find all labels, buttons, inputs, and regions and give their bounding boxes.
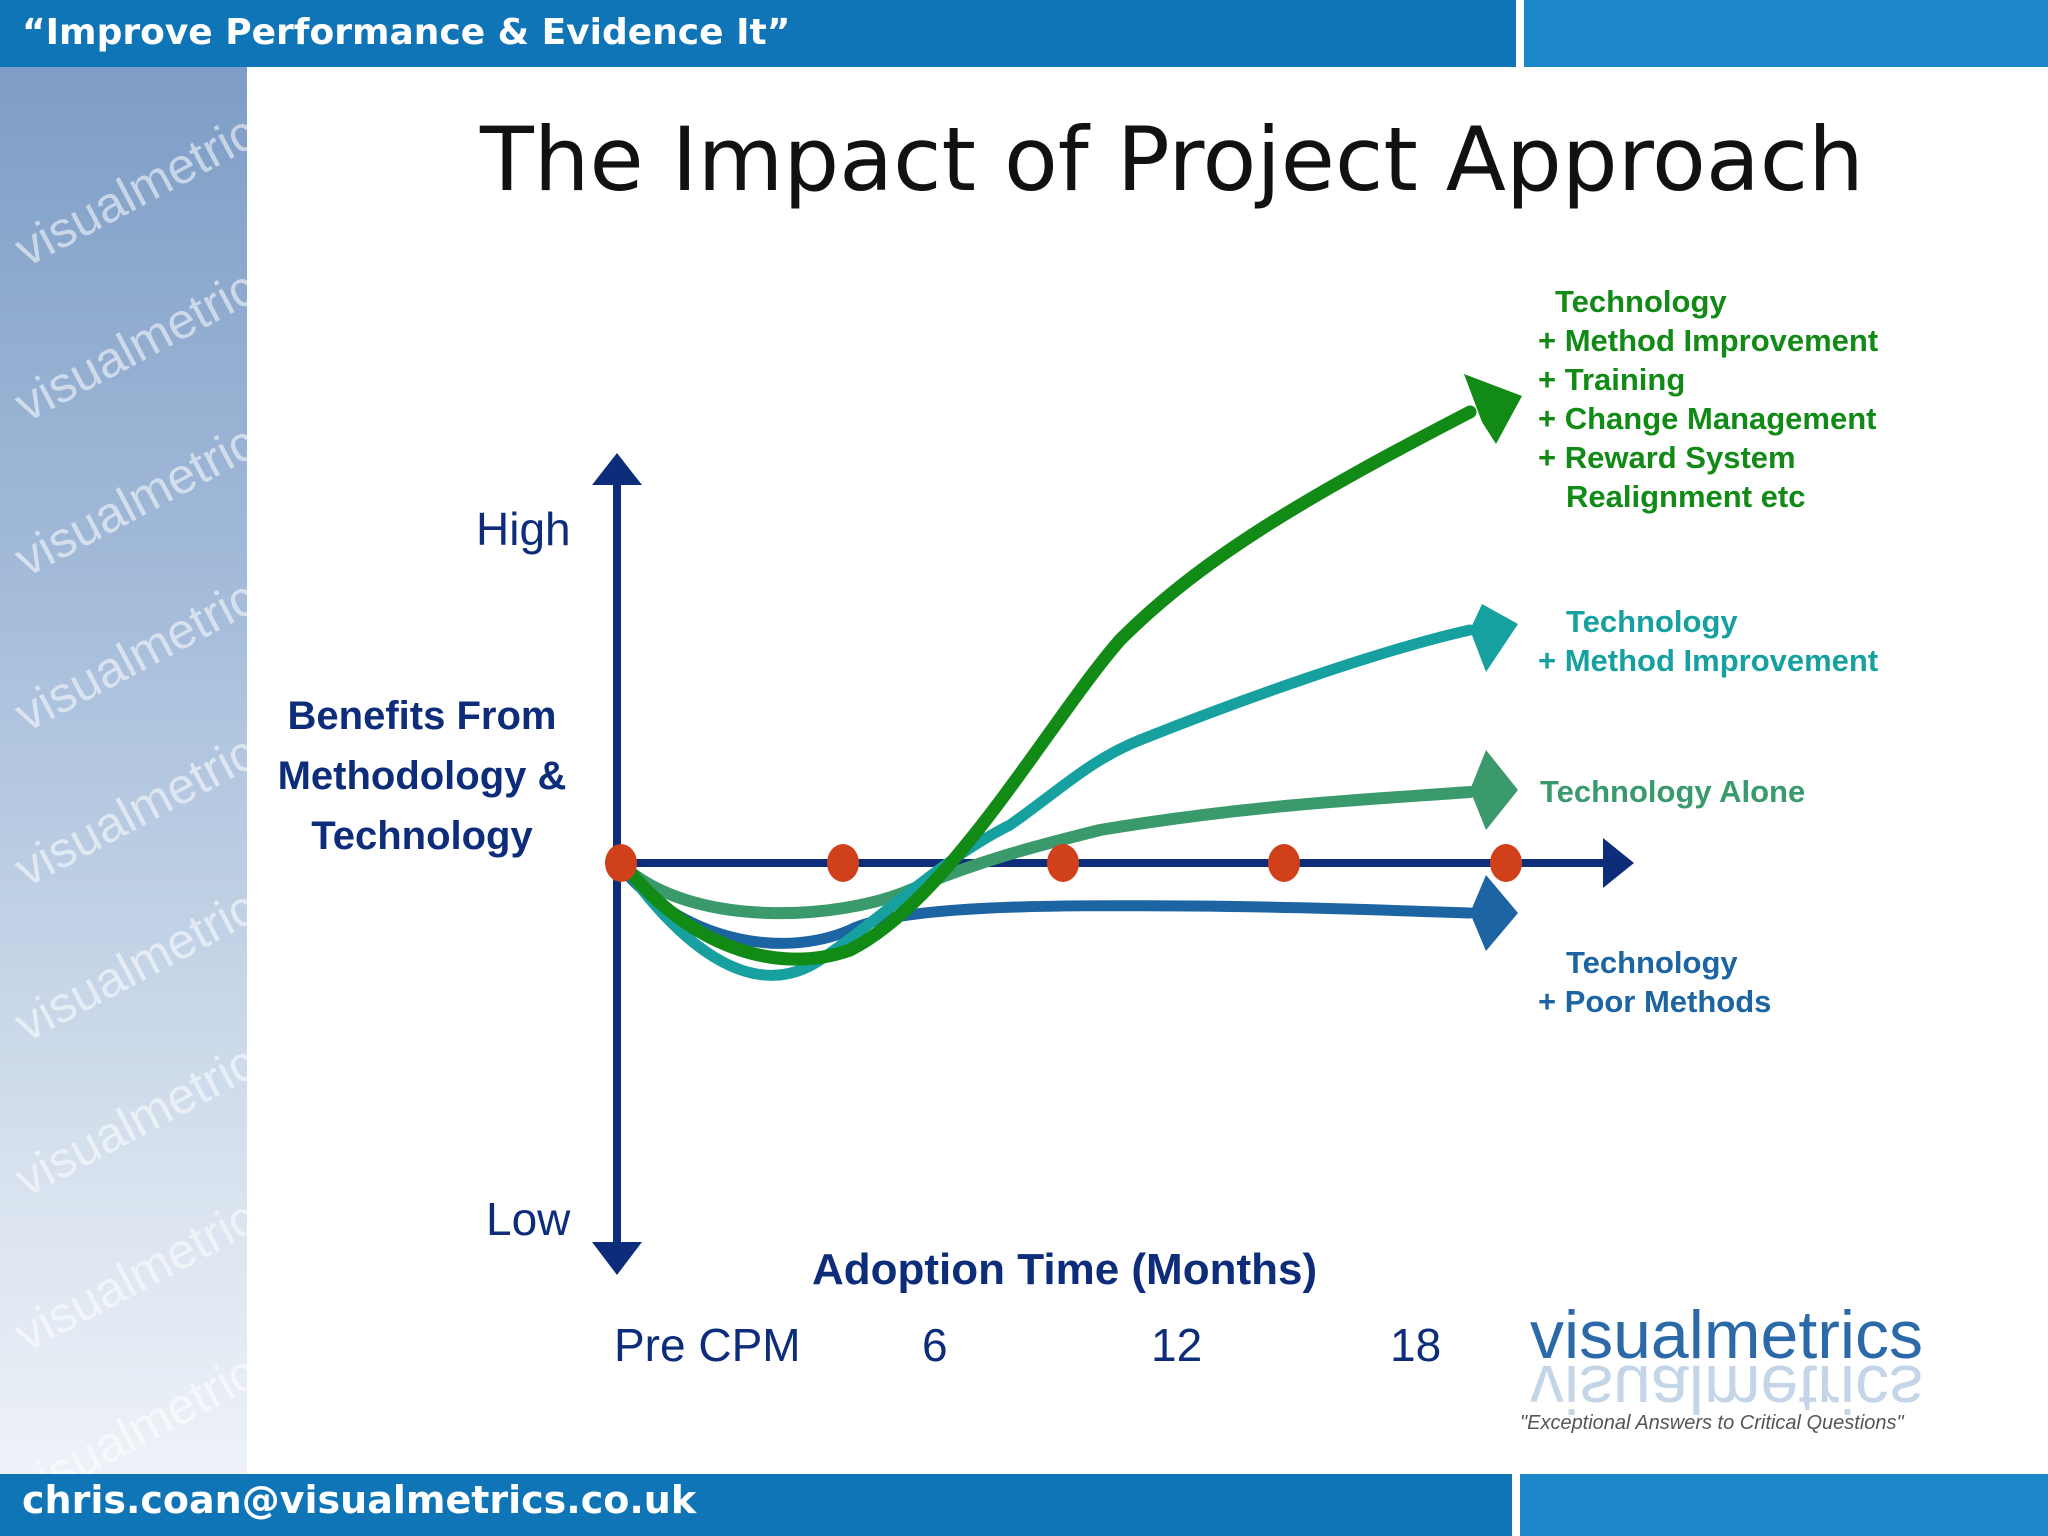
legend-technology-method-improvement: Technology + Method Improvement <box>1538 602 1878 680</box>
time-marker <box>827 844 859 882</box>
legend-line: + Method Improvement <box>1538 323 1879 358</box>
y-axis-arrow-down <box>592 1242 642 1275</box>
legend-line: + Change Management <box>1538 401 1877 436</box>
sidebar-watermark-panel: visualmetrics visualmetrics visualmetric… <box>0 67 247 1474</box>
curve-technology-alone <box>614 786 1476 920</box>
arrowhead-technology-alone <box>1470 750 1518 830</box>
arrowhead-technology-full-programme <box>1464 374 1522 444</box>
curve-technology-method-improvement <box>614 624 1476 981</box>
legend-technology-alone: Technology Alone <box>1540 772 1805 811</box>
curve-technology-poor-methods <box>614 860 1476 949</box>
y-axis-title: Benefits From Methodology & Technology <box>252 686 592 866</box>
x-tick-label: 12 <box>1151 1319 1203 1371</box>
y-axis-title-line: Methodology & <box>277 754 567 798</box>
x-axis-title: Adoption Time (Months) <box>812 1245 1318 1294</box>
legend-technology-full-programme: Technology + Method Improvement + Traini… <box>1538 282 1878 516</box>
y-axis-title-line: Technology <box>311 814 533 858</box>
time-marker <box>1268 844 1300 882</box>
x-tick-label: Pre CPM <box>614 1319 801 1371</box>
x-tick-label: 6 <box>922 1319 948 1371</box>
time-marker <box>1490 844 1522 882</box>
legend-technology-poor-methods: Technology + Poor Methods <box>1538 943 1771 1021</box>
y-axis-arrow-up <box>592 453 642 485</box>
legend-line: Realignment etc <box>1566 479 1806 514</box>
header-tagline: “Improve Performance & Evidence It” <box>22 12 791 53</box>
logo-tagline: "Exceptional Answers to Critical Questio… <box>1520 1412 1904 1434</box>
arrowhead-technology-poor-methods <box>1470 875 1518 951</box>
x-tick-label: 18 <box>1390 1319 1442 1371</box>
footer-bar-accent <box>1520 1474 2048 1536</box>
header-bar-accent <box>1524 0 2048 67</box>
visualmetrics-logo: visualmetrics visualmetrics "Exceptional… <box>1512 1296 1998 1446</box>
curve-technology-full-programme <box>613 405 1477 966</box>
x-axis-arrow <box>1603 838 1634 888</box>
time-marker <box>1047 844 1079 882</box>
y-axis-title-line: Benefits From <box>287 694 557 738</box>
footer-email: chris.coan@visualmetrics.co.uk <box>22 1478 697 1522</box>
header-bar <box>0 0 1516 67</box>
legend-line: Technology <box>1566 604 1738 639</box>
legend-line: + Method Improvement <box>1538 643 1879 678</box>
legend-line: + Training <box>1538 362 1686 397</box>
legend-line: + Poor Methods <box>1538 984 1772 1019</box>
legend-line: + Reward System <box>1538 440 1796 475</box>
y-axis-high-label: High <box>476 503 571 555</box>
legend-line: Technology <box>1555 284 1727 319</box>
logo-wordmark: visualmetrics <box>1530 1297 1923 1373</box>
footer-bar <box>0 1474 1512 1536</box>
slide-title: The Impact of Project Approach <box>480 108 1864 211</box>
arrowhead-technology-method-improvement <box>1470 604 1518 672</box>
legend-line: Technology Alone <box>1540 774 1806 809</box>
legend-line: Technology <box>1566 945 1738 980</box>
y-axis-low-label: Low <box>486 1193 571 1245</box>
time-marker <box>605 844 637 882</box>
